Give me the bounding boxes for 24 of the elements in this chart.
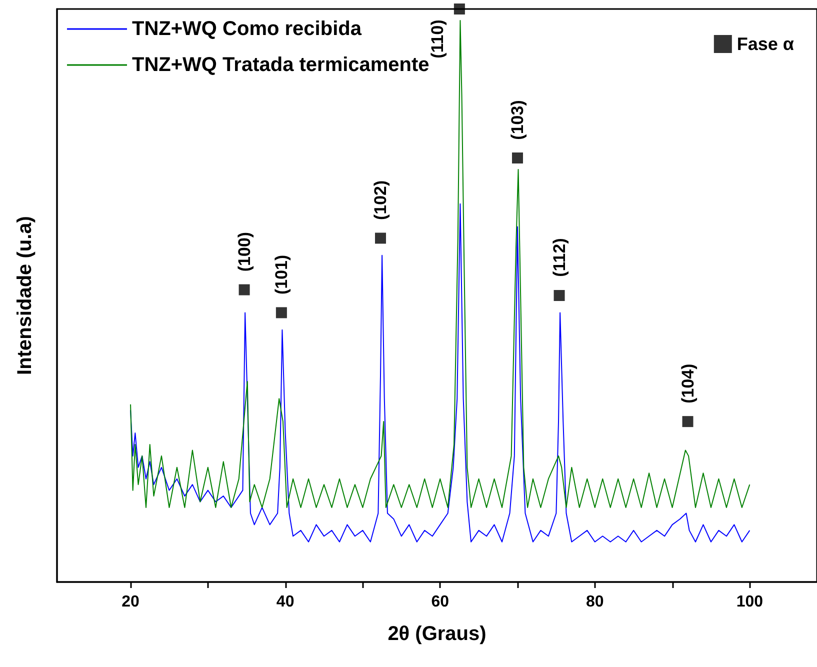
point [276,307,287,318]
point [554,290,565,301]
legend-label: TNZ+WQ Como recibida [132,18,362,40]
x-tick-label: 80 [586,594,604,610]
annotation: (103) [508,100,527,140]
legend-label: TNZ+WQ Tratada termicamente [132,54,430,76]
annotation: (104) [678,364,698,404]
annotation: (101) [272,254,291,295]
legend-label: Fase α [736,34,794,54]
point [375,232,386,244]
annotation: (110) [428,20,447,58]
y-axis-title: Intensidade (u.a) [14,216,36,375]
annotation: (112) [550,238,569,277]
x-tick-label: 20 [122,594,140,610]
x-tick-label: 60 [431,594,450,610]
point [454,4,465,14]
x-tick-label: 100 [736,594,764,610]
annotation: (100) [234,232,254,272]
x-tick-label: 40 [276,594,294,610]
annotation: (102) [371,180,390,220]
point [682,416,694,428]
point [238,284,250,296]
x-axis-title: 2θ (Graus) [388,623,486,645]
point [512,152,523,164]
